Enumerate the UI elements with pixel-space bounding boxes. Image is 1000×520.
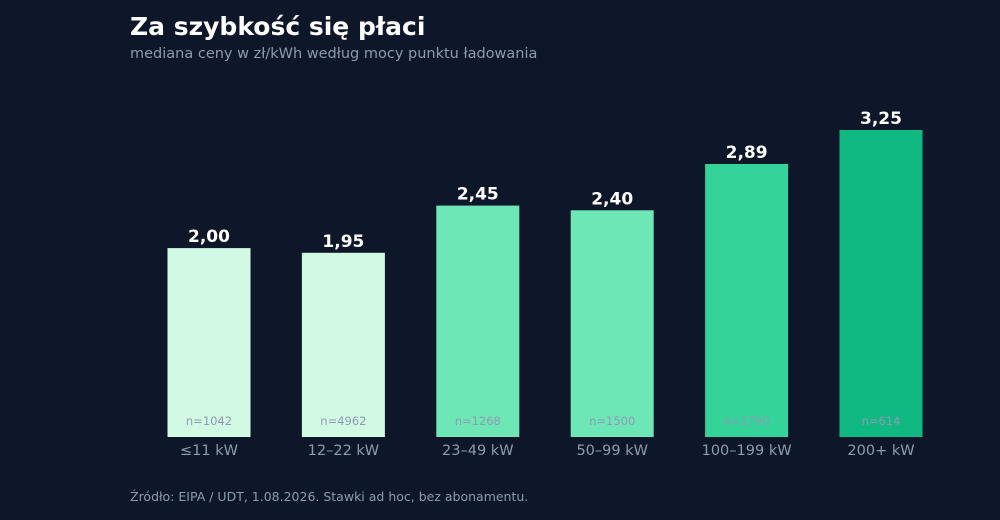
- value-label-0: 2,00: [188, 227, 230, 247]
- category-label-5: 200+ kW: [847, 443, 914, 459]
- bar-1: [301, 252, 385, 437]
- chart-subtitle: mediana ceny w zł/kWh według mocy punktu…: [130, 46, 538, 62]
- sample-size-label-4: n=1790: [723, 414, 769, 428]
- category-label-2: 23–49 kW: [442, 443, 514, 459]
- source-note: Źródło: EIPA / UDT, 1.08.2026. Stawki ad…: [130, 489, 529, 504]
- bar-3: [570, 210, 654, 437]
- sample-size-label-1: n=4962: [320, 414, 366, 428]
- value-label-5: 3,25: [860, 109, 902, 129]
- value-label-2: 2,45: [457, 185, 499, 205]
- value-label-3: 2,40: [591, 189, 633, 209]
- category-label-0: ≤11 kW: [180, 443, 238, 459]
- value-label-1: 1,95: [322, 232, 364, 252]
- value-label-4: 2,89: [726, 143, 768, 163]
- bar-2: [436, 205, 520, 437]
- category-label-3: 50–99 kW: [576, 443, 648, 459]
- chart-title: Za szybkość się płaci: [130, 12, 426, 41]
- bars-layer: 2,00 n=1042 ≤11 kW 1,95 n=4962 12–22 kW 2,45 n=…: [167, 109, 923, 459]
- sample-size-label-3: n=1500: [589, 414, 635, 428]
- sample-size-label-0: n=1042: [186, 414, 232, 428]
- sample-size-label-5: n=614: [862, 414, 901, 428]
- sample-size-label-2: n=1268: [455, 414, 501, 428]
- category-label-1: 12–22 kW: [308, 443, 380, 459]
- category-label-4: 100–199 kW: [702, 443, 792, 459]
- bar-0: [167, 248, 251, 437]
- bar-5: [839, 130, 923, 437]
- bar-4: [705, 164, 789, 437]
